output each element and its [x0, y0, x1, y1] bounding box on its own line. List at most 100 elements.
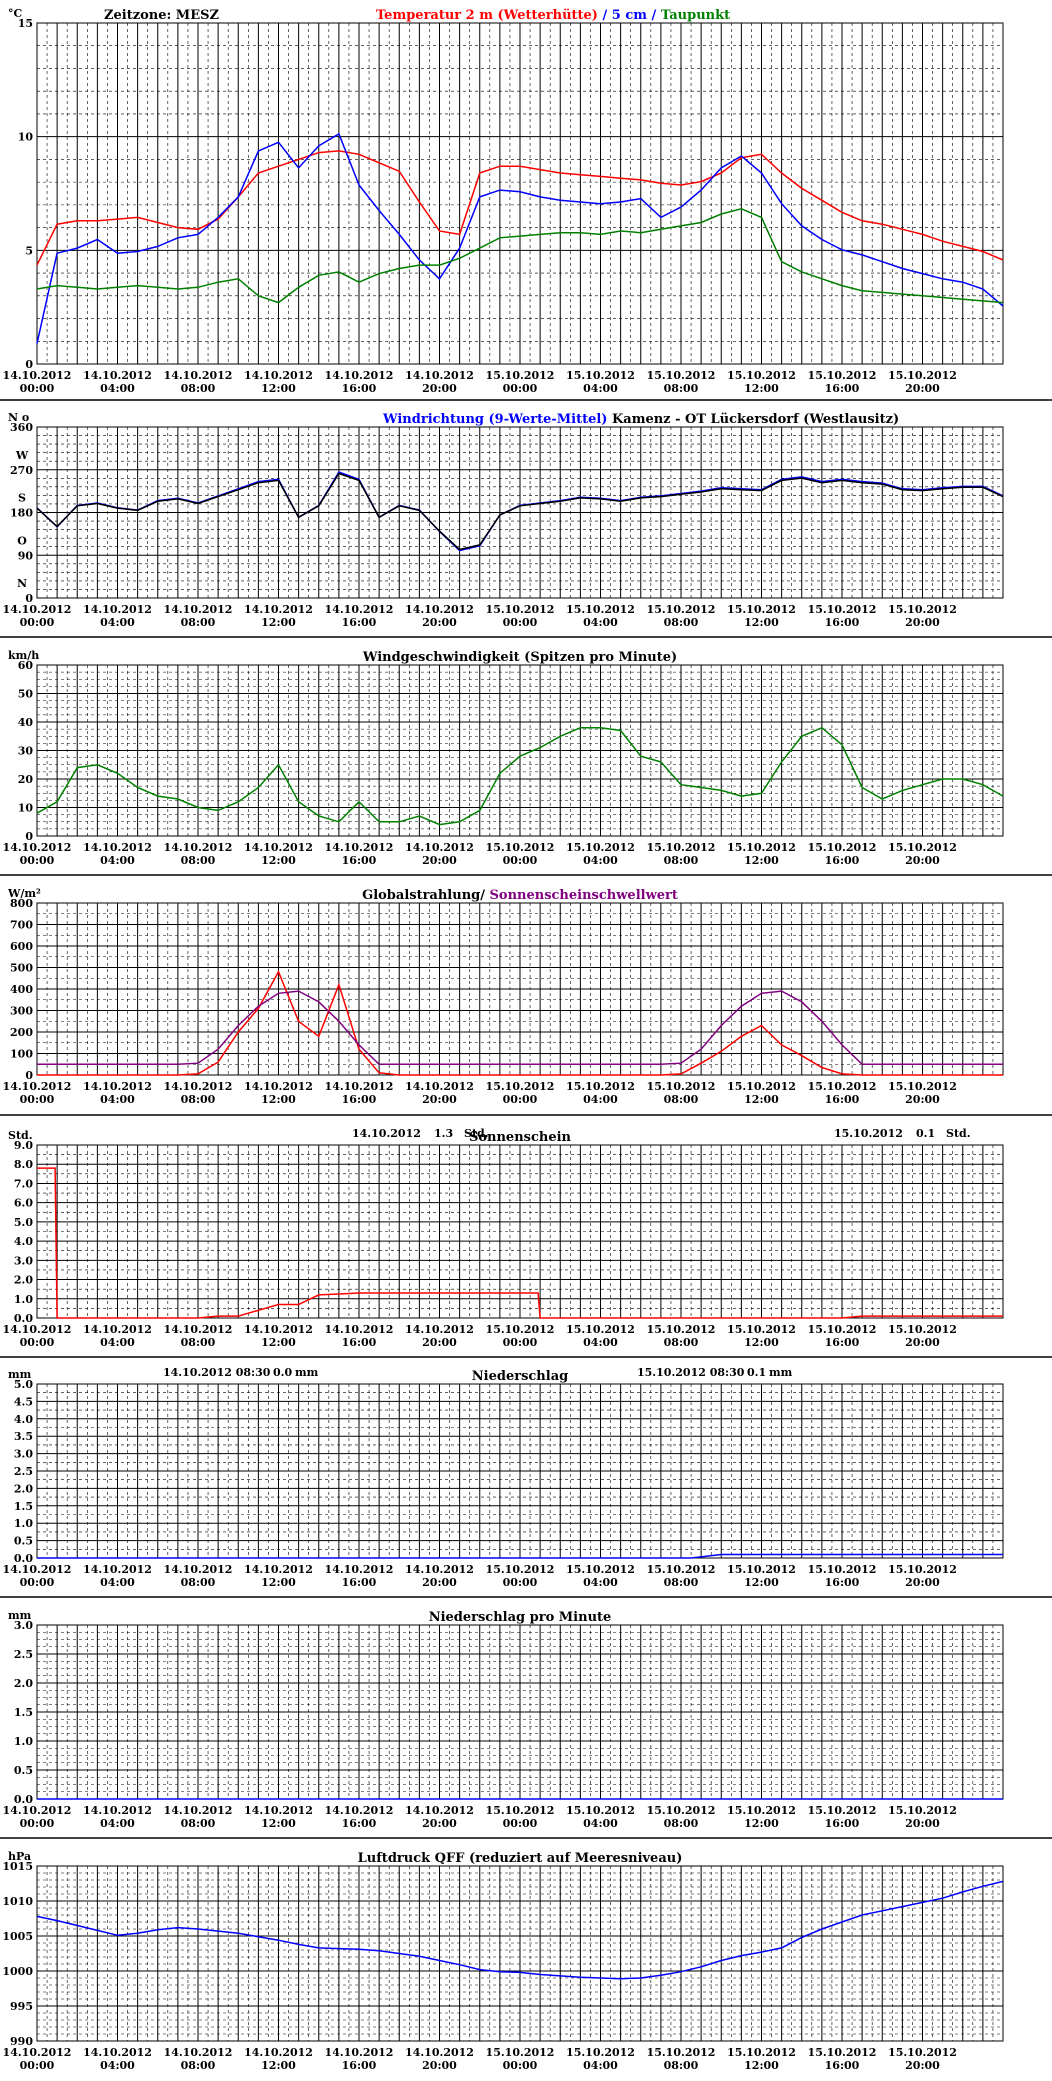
x-tick-date: 14.10.2012	[405, 841, 474, 854]
x-tick-date: 14.10.2012	[405, 369, 474, 382]
x-tick-date: 15.10.2012	[888, 369, 957, 382]
x-tick-date: 15.10.2012	[727, 603, 796, 616]
y-tick-label: 4.5	[14, 1395, 33, 1408]
x-tick-time: 00:00	[20, 382, 55, 395]
x-tick-date: 14.10.2012	[405, 2046, 474, 2059]
y-tick-label: 1.0	[14, 1517, 33, 1530]
x-tick-date: 14.10.2012	[83, 1323, 152, 1336]
x-tick-time: 00:00	[20, 1576, 55, 1589]
title-part: Kamenz - OT Lückersdorf (Westlausitz)	[607, 412, 899, 427]
series-line-5-cm	[36, 132, 1004, 344]
x-tick-date: 14.10.2012	[3, 841, 72, 854]
y-tick-label: 1.0	[14, 1293, 33, 1306]
title-part: Windgeschwindigkeit (Spitzen pro Minute)	[362, 650, 677, 665]
x-tick-date: 14.10.2012	[3, 1563, 72, 1576]
day-total-date: 14.10.2012 08:30	[163, 1366, 271, 1379]
title-part: Niederschlag	[472, 1369, 568, 1384]
x-tick-date: 15.10.2012	[566, 1080, 635, 1093]
day-total-unit: mm	[769, 1366, 793, 1379]
x-tick-time: 20:00	[905, 616, 940, 629]
y-tick-label: 200	[10, 1026, 33, 1039]
y-tick-label: 2.5	[14, 1465, 33, 1478]
x-tick-date: 15.10.2012	[888, 1804, 957, 1817]
x-tick-time: 12:00	[744, 1336, 779, 1349]
x-tick-time: 12:00	[744, 1093, 779, 1106]
x-tick-time: 20:00	[905, 1817, 940, 1830]
x-tick-date: 14.10.2012	[83, 2046, 152, 2059]
x-tick-date: 14.10.2012	[405, 1080, 474, 1093]
x-tick-time: 16:00	[342, 2059, 377, 2072]
x-tick-date: 14.10.2012	[325, 369, 394, 382]
y-tick-label: 0.0	[14, 1793, 33, 1806]
y-tick-label: 3.0	[14, 1619, 33, 1632]
day-total-value: 0.0	[273, 1366, 292, 1379]
y-tick-label: 995	[10, 2000, 33, 2013]
x-tick-time: 16:00	[342, 854, 377, 867]
x-tick-time: 08:00	[181, 616, 216, 629]
x-tick-time: 16:00	[825, 382, 860, 395]
x-tick-date: 14.10.2012	[325, 1804, 394, 1817]
x-tick-date: 14.10.2012	[244, 841, 313, 854]
y-tick-label: 600	[10, 940, 33, 953]
x-tick-time: 00:00	[503, 1576, 538, 1589]
x-tick-date: 15.10.2012	[566, 1323, 635, 1336]
series-line-niederschlag	[37, 1553, 1003, 1559]
series-line-direction-mean	[36, 472, 1004, 551]
y-tick-label: 60	[18, 659, 34, 672]
x-tick-date: 15.10.2012	[647, 369, 716, 382]
x-tick-date: 14.10.2012	[325, 2046, 394, 2059]
x-tick-time: 16:00	[825, 1817, 860, 1830]
x-tick-time: 16:00	[342, 1336, 377, 1349]
day-total-date: 14.10.2012	[352, 1127, 421, 1140]
x-tick-time: 00:00	[20, 1336, 55, 1349]
x-tick-time: 16:00	[825, 1336, 860, 1349]
x-tick-time: 04:00	[100, 2059, 135, 2072]
title-part: Sonnenscheinschwellwert	[490, 888, 678, 903]
x-tick-date: 14.10.2012	[405, 603, 474, 616]
x-tick-date: 15.10.2012	[647, 2046, 716, 2059]
x-tick-time: 12:00	[261, 616, 296, 629]
x-tick-date: 14.10.2012	[244, 1563, 313, 1576]
unit-label: mm	[8, 1609, 32, 1622]
x-tick-date: 14.10.2012	[3, 603, 72, 616]
title-part: Globalstrahlung/	[362, 888, 489, 903]
x-tick-time: 16:00	[342, 616, 377, 629]
x-tick-time: 08:00	[664, 1336, 699, 1349]
series-line-sonnenschein	[37, 1167, 1003, 1319]
x-tick-time: 16:00	[342, 1576, 377, 1589]
unit-label: W/m²	[7, 887, 41, 900]
x-tick-time: 20:00	[422, 2059, 457, 2072]
x-tick-date: 15.10.2012	[486, 841, 555, 854]
x-tick-date: 14.10.2012	[325, 841, 394, 854]
x-tick-time: 20:00	[422, 1817, 457, 1830]
x-tick-time: 00:00	[20, 1817, 55, 1830]
x-tick-time: 12:00	[261, 382, 296, 395]
title-part: Temperatur 2 m (Wetterhütte)	[376, 8, 598, 23]
x-tick-time: 08:00	[664, 382, 699, 395]
x-tick-date: 15.10.2012	[888, 841, 957, 854]
x-tick-time: 00:00	[20, 616, 55, 629]
x-tick-date: 15.10.2012	[808, 1080, 877, 1093]
x-tick-date: 15.10.2012	[486, 603, 555, 616]
x-tick-time: 00:00	[503, 382, 538, 395]
x-tick-time: 04:00	[100, 854, 135, 867]
x-tick-date: 14.10.2012	[325, 1080, 394, 1093]
x-tick-time: 00:00	[503, 854, 538, 867]
x-tick-time: 12:00	[744, 616, 779, 629]
x-tick-date: 15.10.2012	[727, 1563, 796, 1576]
x-tick-time: 12:00	[261, 854, 296, 867]
x-tick-time: 00:00	[503, 2059, 538, 2072]
day-total-value: 0.1	[916, 1127, 935, 1140]
y-tick-label: 1000	[2, 1965, 33, 1978]
y-tick-label: 7.0	[14, 1177, 33, 1190]
x-tick-time: 12:00	[261, 1093, 296, 1106]
y-tick-label: 700	[10, 919, 33, 932]
x-tick-time: 12:00	[744, 1576, 779, 1589]
y-tick-label: 180	[10, 507, 33, 520]
y-tick-label: 990	[10, 2035, 33, 2048]
unit-label: N o	[8, 411, 29, 424]
compass-letter: S	[18, 492, 26, 505]
x-tick-time: 08:00	[181, 1093, 216, 1106]
x-tick-date: 14.10.2012	[405, 1323, 474, 1336]
x-tick-time: 08:00	[181, 854, 216, 867]
